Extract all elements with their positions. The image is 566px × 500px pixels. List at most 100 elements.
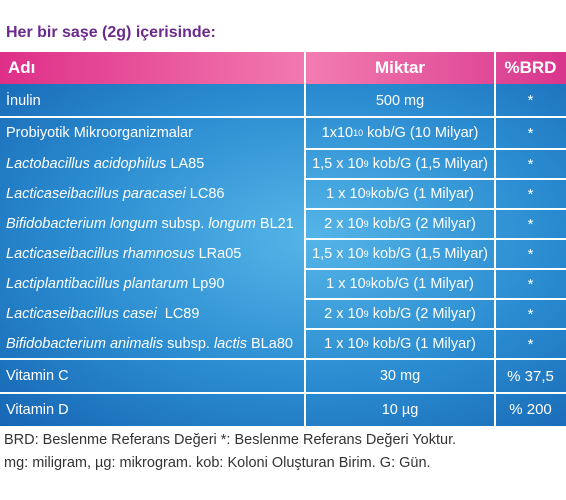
row-divider: [305, 208, 566, 210]
column-divider: [494, 52, 496, 84]
table-body: İnulin 500 mg * Probiyotik Mikroorganizmala…: [0, 84, 566, 426]
text-part: 9: [363, 219, 369, 229]
column-divider: [494, 84, 496, 426]
table-row: İnulin 500 mg *: [0, 84, 566, 117]
column-divider: [304, 84, 306, 426]
brd-cell: *: [527, 185, 534, 203]
amount-cell: 30 mg: [305, 359, 495, 393]
text-part: 10 µg: [381, 401, 419, 418]
table-row: Lactobacillus acidophilus LA85 1,5 x 10 9 …: [0, 149, 566, 179]
name-cell: Lacticaseibacillus paracasei LC86: [6, 179, 302, 209]
text-part: 1,5 x 10: [312, 156, 364, 172]
name-cell: Vitamin C: [6, 359, 302, 393]
text-part: Bifidobacterium animalis: [6, 336, 164, 352]
row-divider: [305, 238, 566, 240]
text-part: lactis: [213, 336, 247, 352]
text-part: kob/G (10 Milyar): [363, 125, 479, 141]
text-part: LRa05: [194, 246, 242, 262]
row-divider: [305, 328, 566, 330]
name-cell: Bifidobacterium animalis subsp. lactis B…: [6, 329, 302, 359]
text-part: Lacticaseibacillus casei: [6, 306, 157, 322]
text-part: İnulin: [6, 92, 41, 109]
text-part: subsp.: [157, 216, 209, 232]
text-part: 9: [363, 159, 369, 169]
text-part: LC89: [156, 306, 200, 322]
text-part: Lactiplantibacillus plantarum: [6, 276, 189, 292]
row-divider: [305, 268, 566, 270]
brd-cell: *: [527, 335, 534, 353]
text-part: kob/G (1 Milyar): [370, 276, 474, 292]
brd-cell: *: [527, 275, 534, 293]
amount-cell: 1,5 x 10 9 kob/G (1,5 Milyar): [305, 239, 495, 269]
name-cell: Lactiplantibacillus plantarum Lp90: [6, 269, 302, 299]
column-header: Miktar: [374, 58, 426, 77]
brd-cell: *: [527, 124, 534, 142]
name-cell: Vitamin D: [6, 393, 302, 426]
column-divider: [304, 52, 306, 84]
text-part: Bifidobacterium longum: [6, 216, 158, 232]
text-part: 9: [363, 309, 369, 319]
text-part: 9: [363, 249, 369, 259]
text-part: kob/G (1,5 Milyar): [368, 156, 488, 172]
row-divider: [0, 358, 566, 360]
table-row: Lacticaseibacillus rhamnosus LRa05 1,5 x …: [0, 239, 566, 269]
amount-cell: 2 x 10 9 kob/G (2 Milyar): [305, 299, 495, 329]
brd-cell: *: [527, 92, 534, 109]
table-header: Adı Miktar %BRD: [0, 52, 566, 84]
text-part: Probiyotik Mikroorganizmalar: [6, 125, 193, 141]
text-part: 30 mg: [379, 368, 421, 384]
text-part: Vitamin C: [6, 368, 69, 384]
brd-cell: *: [527, 155, 534, 173]
amount-cell: 1 x 10 9 kob/G (1 Milyar): [305, 329, 495, 359]
text-part: longum: [208, 216, 256, 232]
text-part: 9: [363, 339, 369, 349]
row-divider: [0, 116, 566, 118]
text-part: 1,5 x 10: [312, 246, 364, 262]
text-part: 1 x 10: [326, 276, 366, 292]
column-header: %BRD: [504, 58, 557, 77]
brd-cell: % 37,5: [507, 367, 554, 385]
name-cell: Lactobacillus acidophilus LA85: [6, 149, 302, 179]
text-part: 1x10: [321, 125, 354, 141]
brd-cell: *: [527, 215, 534, 233]
row-divider: [305, 178, 566, 180]
amount-cell: 1x10 10 kob/G (10 Milyar): [305, 117, 495, 149]
amount-cell: 1 x 10 9 kob/G (1 Milyar): [305, 269, 495, 299]
text-part: Lacticaseibacillus paracasei: [6, 186, 186, 202]
amount-cell: 10 µg: [305, 393, 495, 426]
text-part: 9: [365, 279, 371, 289]
amount-cell: 2 x 10 9 kob/G (2 Milyar): [305, 209, 495, 239]
brd-cell: % 200: [509, 401, 552, 418]
text-part: Vitamin D: [6, 401, 69, 418]
text-part: kob/G (1 Milyar): [370, 186, 474, 202]
row-divider: [0, 392, 566, 394]
text-part: Lacticaseibacillus rhamnosus: [6, 246, 195, 262]
text-part: LA85: [166, 156, 205, 172]
table-row: Lactiplantibacillus plantarum Lp90 1 x 10…: [0, 269, 566, 299]
table-row: Vitamin C 30 mg % 37,5: [0, 359, 566, 393]
amount-cell: 1,5 x 10 9 kob/G (1,5 Milyar): [305, 149, 495, 179]
footnote: mg: miligram, µg: mikrogram. kob: Koloni…: [4, 455, 431, 471]
brd-cell: *: [527, 305, 534, 323]
text-part: 2 x 10: [324, 216, 364, 232]
title: Her bir saşe (2g) içerisinde:: [6, 24, 216, 41]
name-cell: Lacticaseibacillus rhamnosus LRa05: [6, 239, 302, 269]
name-cell: İnulin: [6, 84, 302, 117]
footnote: BRD: Beslenme Referans Değeri *: Beslenm…: [4, 432, 457, 448]
text-part: kob/G (2 Milyar): [368, 306, 476, 322]
text-part: subsp.: [163, 336, 214, 352]
brd-cell: *: [527, 245, 534, 263]
table-row: Bifidobacterium animalis subsp. lactis B…: [0, 329, 566, 359]
table-row: Probiyotik Mikroorganizmalar 1x10 10 kob/G…: [0, 117, 566, 149]
table-row: Lacticaseibacillus paracasei LC86 1 x 10 9…: [0, 179, 566, 209]
text-part: 9: [365, 189, 371, 199]
text-part: Lp90: [188, 276, 225, 292]
text-part: 10: [353, 128, 364, 138]
name-cell: Bifidobacterium longum subsp. longum BL2…: [6, 209, 302, 239]
amount-cell: 1 x 10 9 kob/G (1 Milyar): [305, 179, 495, 209]
name-cell: Probiyotik Mikroorganizmalar: [6, 117, 302, 149]
table-row: Lacticaseibacillus casei LC89 2 x 10 9 kob…: [0, 299, 566, 329]
text-part: 2 x 10: [324, 306, 364, 322]
text-part: 1 x 10: [326, 186, 366, 202]
